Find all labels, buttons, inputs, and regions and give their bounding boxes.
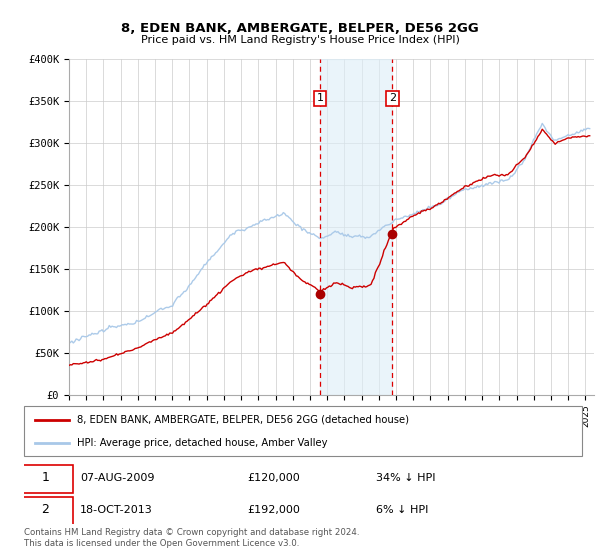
Text: 2: 2 <box>41 503 49 516</box>
Text: Contains HM Land Registry data © Crown copyright and database right 2024.
This d: Contains HM Land Registry data © Crown c… <box>24 528 359 548</box>
FancyBboxPatch shape <box>17 465 73 493</box>
Text: HPI: Average price, detached house, Amber Valley: HPI: Average price, detached house, Ambe… <box>77 438 328 448</box>
Text: 34% ↓ HPI: 34% ↓ HPI <box>376 473 435 483</box>
Text: 8, EDEN BANK, AMBERGATE, BELPER, DE56 2GG (detached house): 8, EDEN BANK, AMBERGATE, BELPER, DE56 2G… <box>77 414 409 424</box>
Text: 1: 1 <box>41 472 49 484</box>
Text: 18-OCT-2013: 18-OCT-2013 <box>80 505 152 515</box>
FancyBboxPatch shape <box>24 406 582 456</box>
Text: Price paid vs. HM Land Registry's House Price Index (HPI): Price paid vs. HM Land Registry's House … <box>140 35 460 45</box>
Text: 2: 2 <box>389 94 396 103</box>
Text: £120,000: £120,000 <box>247 473 300 483</box>
FancyBboxPatch shape <box>17 497 73 525</box>
Bar <box>320 59 392 395</box>
Text: 8, EDEN BANK, AMBERGATE, BELPER, DE56 2GG: 8, EDEN BANK, AMBERGATE, BELPER, DE56 2G… <box>121 22 479 35</box>
Text: 6% ↓ HPI: 6% ↓ HPI <box>376 505 428 515</box>
Text: 1: 1 <box>316 94 323 103</box>
Text: £192,000: £192,000 <box>247 505 300 515</box>
Text: 07-AUG-2009: 07-AUG-2009 <box>80 473 154 483</box>
